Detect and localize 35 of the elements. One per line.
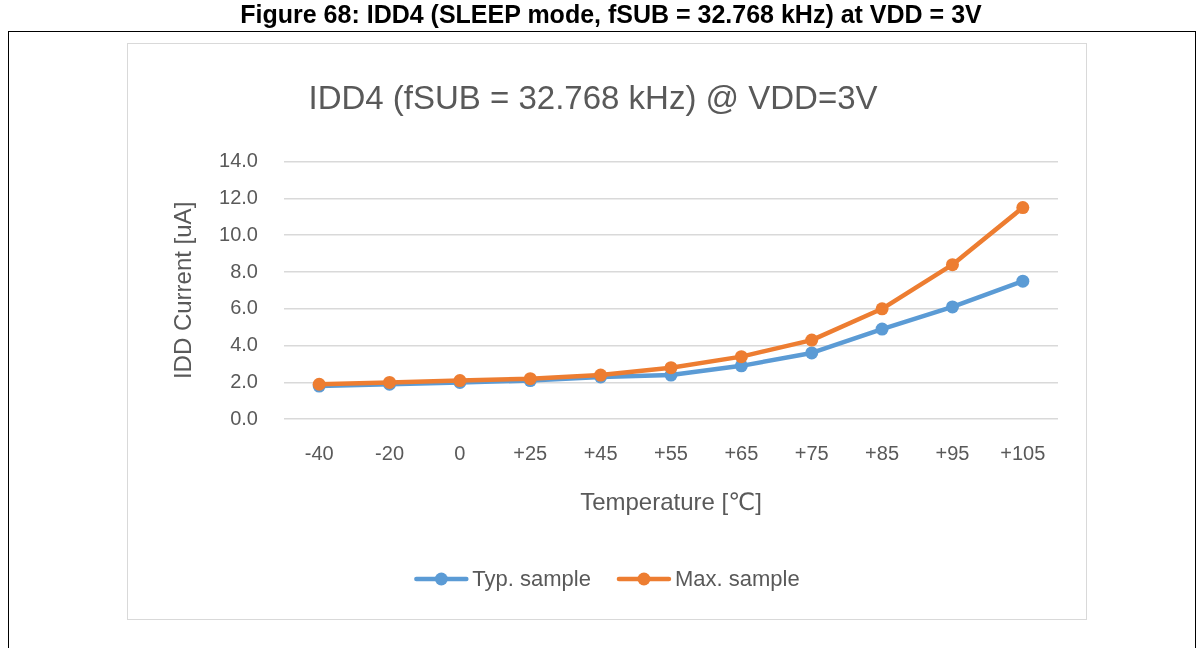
x-tick-label: 0 xyxy=(454,441,466,464)
y-tick-label: 14.0 xyxy=(219,149,258,172)
x-tick-label: -40 xyxy=(304,441,334,464)
x-axis-title: Temperature [℃] xyxy=(580,488,762,516)
x-tick-label: -20 xyxy=(375,441,404,464)
legend-label: Max. sample xyxy=(674,566,800,592)
point xyxy=(734,350,748,364)
x-tick-label: +45 xyxy=(583,441,618,464)
point xyxy=(664,361,678,375)
x-tick-label: +85 xyxy=(865,441,900,464)
x-tick-label: +55 xyxy=(654,441,688,464)
chart-title: IDD4 (fSUB = 32.768 kHz) @ VDD=3V xyxy=(308,78,878,116)
caption: Figure 68: IDD4 (SLEEP mode, fSUB = 32.768 kHz) at VDD = 3V xyxy=(239,0,983,29)
point xyxy=(805,333,819,347)
y-tick-label: 0.0 xyxy=(230,406,258,429)
y-tick-label: 2.0 xyxy=(230,369,258,392)
y-tick-label: 10.0 xyxy=(219,222,258,245)
x-tick-label: +25 xyxy=(513,441,548,464)
point xyxy=(945,300,959,314)
y-tick-label: 4.0 xyxy=(230,333,258,356)
x-tick-label: +105 xyxy=(1000,441,1046,464)
point xyxy=(1016,201,1030,215)
point xyxy=(805,346,819,360)
x-tick-label: +75 xyxy=(794,441,829,464)
x-tick-label: +65 xyxy=(724,441,759,464)
x-tick-label: +95 xyxy=(935,441,970,464)
y-tick-label: 8.0 xyxy=(230,259,258,282)
y-tick-label: 6.0 xyxy=(230,296,258,319)
point xyxy=(875,322,889,336)
legend-label: Typ. sample xyxy=(472,566,591,592)
point xyxy=(875,302,889,316)
y-axis-title: IDD Current [uA] xyxy=(169,201,197,380)
y-tick-label: 12.0 xyxy=(219,185,258,208)
point xyxy=(1016,274,1030,288)
point xyxy=(945,258,959,272)
